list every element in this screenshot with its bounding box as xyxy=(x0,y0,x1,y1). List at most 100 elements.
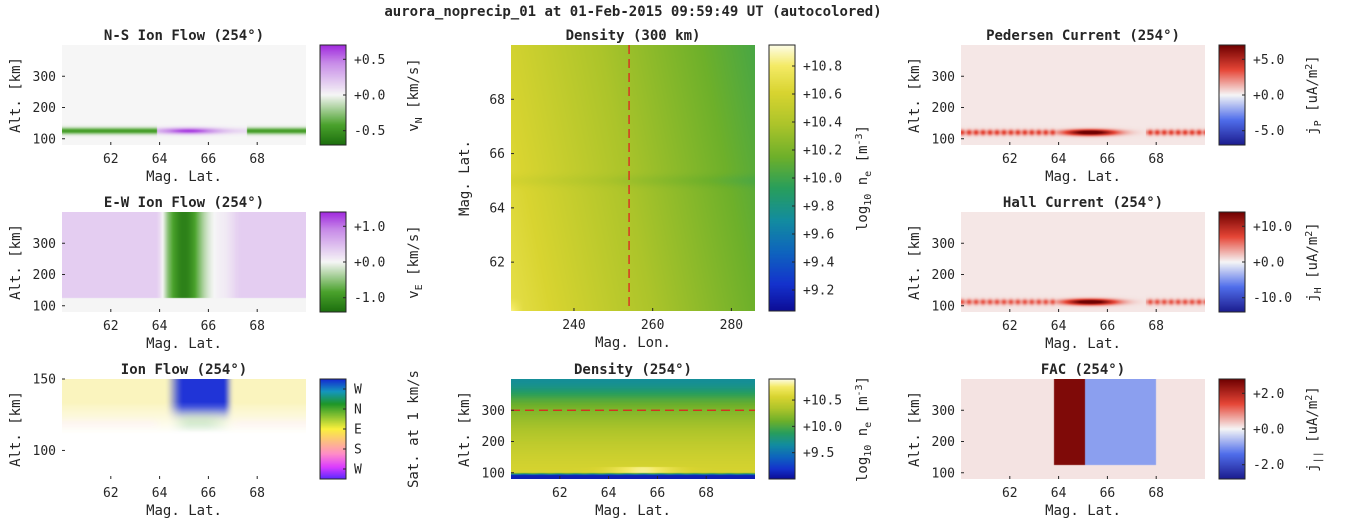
x-tick-label: 64 xyxy=(152,152,168,167)
ew-flow-title: E-W Ion Flow (254°) xyxy=(104,195,264,211)
x-tick-label: 260 xyxy=(641,318,664,333)
colorbar-tick-label: -5.0 xyxy=(1253,124,1284,139)
colorbar-tick-label: W xyxy=(354,463,362,478)
colorbar-tick-label: +9.5 xyxy=(803,446,834,461)
x-tick-label: 62 xyxy=(103,486,119,501)
x-tick-label: 62 xyxy=(1002,152,1018,167)
y-axis-label: Alt. [km] xyxy=(907,57,923,133)
colorbar-tick-label: +2.0 xyxy=(1253,387,1284,402)
ion-flow-panel: Ion Flow (254°) 62 64 66 68 100 150 Mag. Lat. Al… xyxy=(8,362,422,519)
colorbar-tick-label: W xyxy=(354,383,362,398)
hall-heatmap xyxy=(961,212,1205,312)
figure-title: aurora_noprecip_01 at 01-Feb-2015 09:59:… xyxy=(384,4,881,20)
y-tick-label: 200 xyxy=(33,101,56,116)
y-axis-label: Alt. [km] xyxy=(8,57,24,133)
y-axis-label: Alt. [km] xyxy=(907,391,923,467)
hall-title: Hall Current (254°) xyxy=(1003,195,1163,211)
pedersen-heatmap xyxy=(961,45,1205,145)
colorbar-tick-label: +10.0 xyxy=(803,172,842,187)
x-axis-label: Mag. Lat. xyxy=(146,336,222,352)
colorbar-tick-label: +10.8 xyxy=(803,60,842,75)
x-axis-label: Mag. Lon. xyxy=(595,335,671,351)
ion-flow-colorbar xyxy=(320,379,346,479)
colorbar-label: j|| [uA/m2] xyxy=(1304,386,1324,472)
density-254-colorbar xyxy=(769,379,795,479)
y-tick-label: 100 xyxy=(932,132,955,147)
y-tick-label: 200 xyxy=(932,101,955,116)
colorbar-tick-label: +0.0 xyxy=(1253,423,1284,438)
colorbar-tick-label: -10.0 xyxy=(1253,291,1292,306)
y-tick-label: 300 xyxy=(932,237,955,252)
x-tick-label: 240 xyxy=(562,318,585,333)
x-tick-label: 68 xyxy=(1148,152,1164,167)
x-tick-label: 62 xyxy=(103,152,119,167)
x-tick-label: 66 xyxy=(201,486,217,501)
colorbar-label: jP [uA/m2] xyxy=(1304,55,1324,135)
colorbar-tick-label: +5.0 xyxy=(1253,53,1284,68)
x-axis-label: Mag. Lat. xyxy=(1045,336,1121,352)
x-axis-label: Mag. Lat. xyxy=(146,503,222,519)
density-254-title: Density (254°) xyxy=(574,362,692,378)
pedersen-colorbar xyxy=(1219,45,1245,145)
x-tick-label: 64 xyxy=(601,486,617,501)
colorbar-tick-label: +10.5 xyxy=(803,394,842,409)
y-tick-label: 66 xyxy=(489,147,505,162)
fac-panel: FAC (254°) 62 64 66 68 100 200 300 Mag. Lat. Alt.… xyxy=(907,362,1324,519)
ion-flow-heatmap xyxy=(62,379,306,479)
y-tick-label: 100 xyxy=(482,466,505,481)
ion-flow-title: Ion Flow (254°) xyxy=(121,362,247,378)
x-tick-label: 66 xyxy=(1100,486,1116,501)
fac-heatmap xyxy=(961,379,1205,479)
x-axis-label: Mag. Lat. xyxy=(1045,169,1121,185)
x-tick-label: 64 xyxy=(152,486,168,501)
y-axis-label: Alt. [km] xyxy=(8,391,24,467)
density-300-colorbar xyxy=(769,45,795,311)
ns-flow-panel: N-S Ion Flow (254°) 62 64 66 68 100 200 300 Mag.… xyxy=(8,28,425,185)
x-axis-label: Mag. Lat. xyxy=(595,503,671,519)
ew-flow-heatmap xyxy=(62,212,306,312)
colorbar-tick-label: +1.0 xyxy=(354,220,385,235)
y-tick-label: 300 xyxy=(932,70,955,85)
y-tick-label: 200 xyxy=(932,268,955,283)
ns-flow-title: N-S Ion Flow (254°) xyxy=(104,28,264,44)
colorbar-tick-label: +10.2 xyxy=(803,144,842,159)
y-tick-label: 300 xyxy=(932,404,955,419)
fac-title: FAC (254°) xyxy=(1041,362,1125,378)
y-tick-label: 150 xyxy=(33,373,56,388)
y-tick-label: 68 xyxy=(489,93,505,108)
y-tick-label: 200 xyxy=(33,268,56,283)
colorbar-label: log10 ne [m-3] xyxy=(854,125,874,231)
ew-flow-panel: E-W Ion Flow (254°) 62 64 66 68 100 200 300 Mag.… xyxy=(8,195,425,352)
ns-flow-colorbar xyxy=(320,45,346,145)
ns-flow-heatmap xyxy=(62,45,306,145)
x-tick-label: 68 xyxy=(1148,319,1164,334)
colorbar-tick-label: S xyxy=(354,443,362,458)
y-tick-label: 300 xyxy=(33,237,56,252)
y-tick-label: 62 xyxy=(489,256,505,271)
colorbar-frame xyxy=(768,378,796,480)
colorbar-tick-label: +9.2 xyxy=(803,284,834,299)
x-tick-label: 68 xyxy=(249,152,265,167)
colorbar-label: vN [km/s] xyxy=(406,58,425,131)
density-300-panel: Density (300 km) 240 260 280 62 64 66 68 Mag. Lo… xyxy=(457,28,874,351)
x-tick-label: 64 xyxy=(1051,486,1067,501)
colorbar-label: log10 ne [m-3] xyxy=(854,376,874,482)
colorbar-label: vE [km/s] xyxy=(406,225,425,298)
y-tick-label: 200 xyxy=(932,435,955,450)
density-254-panel: Density (254°) 62 64 66 68 100 200 300 Mag. Lat.… xyxy=(457,362,874,519)
y-axis-label: Alt. [km] xyxy=(907,224,923,300)
x-axis-label: Mag. Lat. xyxy=(1045,503,1121,519)
colorbar-tick-label: +10.0 xyxy=(803,420,842,435)
y-axis-label: Alt. [km] xyxy=(8,224,24,300)
x-tick-label: 66 xyxy=(201,319,217,334)
y-tick-label: 100 xyxy=(33,132,56,147)
y-tick-label: 64 xyxy=(489,201,505,216)
colorbar-tick-label: E xyxy=(354,423,362,438)
x-tick-label: 64 xyxy=(1051,152,1067,167)
colorbar-label: Sat. at 1 km/s xyxy=(406,370,422,488)
x-tick-label: 62 xyxy=(1002,486,1018,501)
x-axis-label: Mag. Lat. xyxy=(146,169,222,185)
x-tick-label: 66 xyxy=(1100,152,1116,167)
colorbar-tick-label: +10.4 xyxy=(803,116,842,131)
